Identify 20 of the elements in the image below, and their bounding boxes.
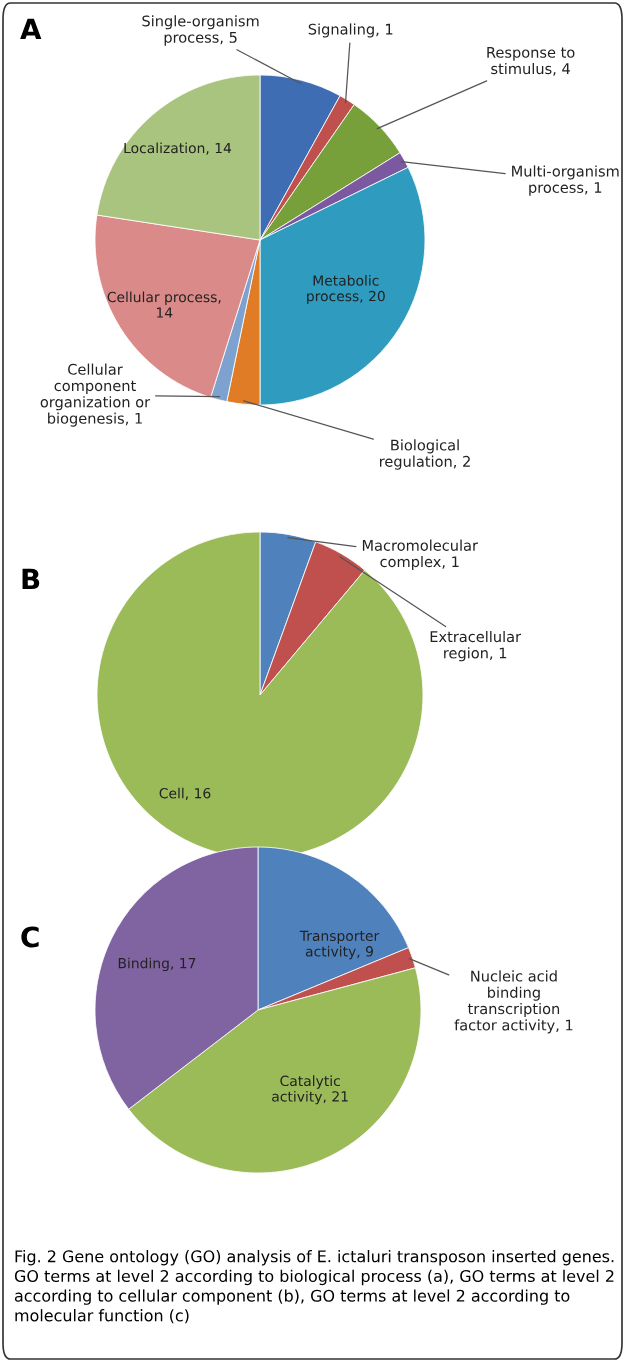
slice-label: Single-organism process, 5	[142, 15, 259, 46]
slice-label: Catalytic activity, 21	[272, 1075, 348, 1105]
slice-label: Metabolic process, 20	[307, 275, 385, 304]
slice-label: Cellular component organization or biogenesis, 1	[40, 363, 151, 427]
slice-label: Cellular process, 14	[107, 291, 221, 318]
slice-label: Nucleic acid binding transcription factor activity, 1	[454, 970, 573, 1034]
slice-label: Biological regulation, 2	[380, 439, 470, 470]
slice-label: Extracellular region, 1	[430, 630, 522, 662]
slice-label: Transporter activity, 9	[299, 930, 380, 960]
slice-label: Cell, 16	[159, 787, 211, 800]
text: B	[22, 568, 40, 590]
slice-label: Response to stimulus, 4	[487, 47, 575, 76]
slice-label: Signaling, 1	[308, 23, 393, 38]
slice-label: Binding, 17	[118, 957, 196, 972]
caption: Fig. 2 Gene ontology (GO) analysis of E. ictaluri transposon inserted genes. GO terms at level 2 according to biological process (a), GO terms at level 2 according to cellular component (b), GO terms at level 2 according to molecular function (c)	[14, 1250, 614, 1324]
chart-title: A	[20, 18, 42, 40]
slice-label: Macromolecular complex, 1	[362, 539, 478, 571]
slice-label: Localization, 14	[124, 142, 232, 155]
slice-label: Multi-organism process, 1	[512, 165, 619, 196]
text: C	[21, 926, 39, 948]
